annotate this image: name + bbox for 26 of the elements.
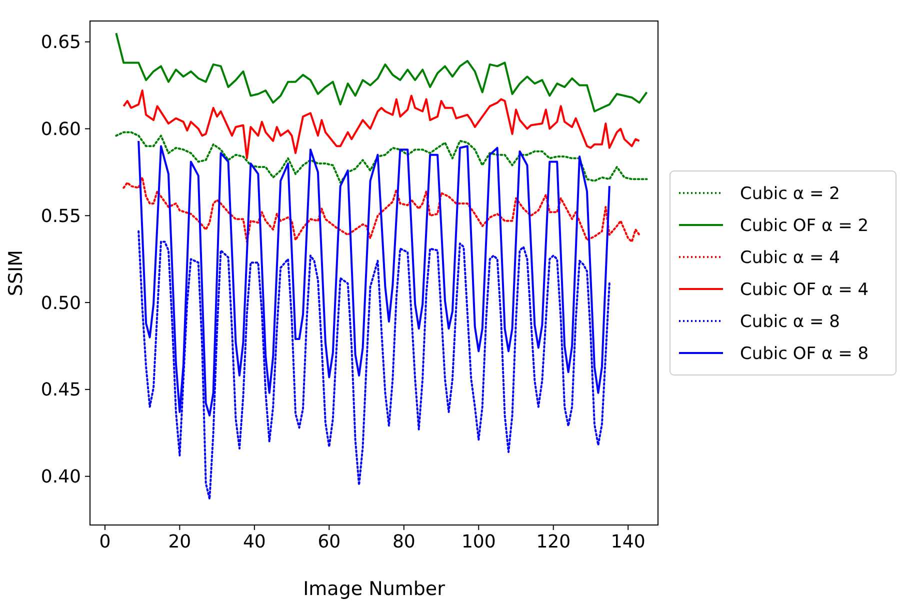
y-tick-label: 0.50 [40,292,81,314]
x-tick-label: 100 [461,531,496,552]
line-series [122,90,640,160]
y-tick-label: 0.45 [40,380,81,401]
legend-label: Cubic OF α = 4 [740,280,869,300]
y-axis-title: SSIM [5,250,27,296]
legend-label: Cubic OF α = 2 [740,216,869,236]
x-tick-label: 60 [318,531,341,552]
y-tick-label: 0.55 [40,206,81,227]
legend-label: Cubic α = 4 [740,248,840,268]
line-series [115,32,648,112]
y-tick-label: 0.60 [40,119,81,140]
legend-label: Cubic OF α = 8 [740,344,869,364]
x-tick-label: 20 [168,531,192,552]
legend-label: Cubic α = 8 [740,312,840,332]
x-tick-label: 140 [610,531,646,552]
line-series [122,176,640,243]
x-tick-label: 120 [536,531,571,552]
x-tick-label: 0 [99,531,111,552]
legend-label: Cubic α = 2 [740,184,840,204]
x-tick-label: 40 [242,531,266,552]
y-tick-label: 0.40 [40,466,81,488]
x-axis-title: Image Number [303,578,446,600]
line-series [115,131,648,184]
y-tick-label: 0.65 [40,32,81,54]
x-tick-label: 80 [392,531,416,552]
